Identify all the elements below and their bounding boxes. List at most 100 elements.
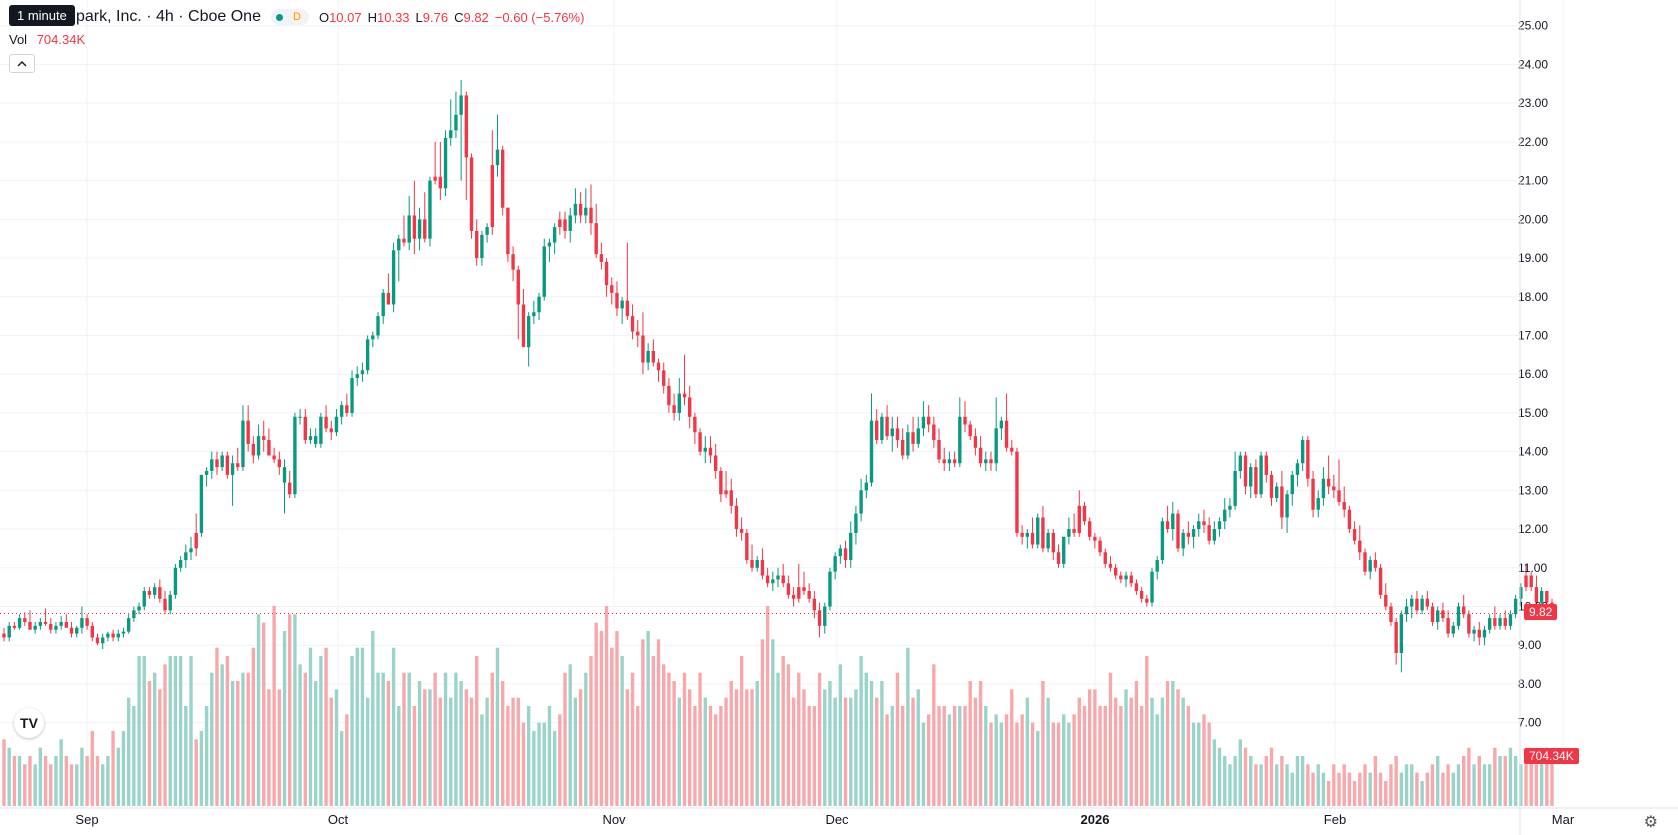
volume-bar xyxy=(126,697,131,806)
volume-bar xyxy=(1176,689,1180,806)
candle-body xyxy=(1113,567,1118,576)
candle-body xyxy=(1290,474,1294,495)
candle-body xyxy=(869,420,874,483)
volume-bar xyxy=(210,672,214,806)
candle-body xyxy=(1441,610,1445,619)
time-tick-label: 2026 xyxy=(1081,812,1110,827)
candle-body xyxy=(688,397,692,417)
candle-body xyxy=(1108,563,1113,568)
candle-body xyxy=(1545,591,1549,603)
volume-bar xyxy=(1165,681,1170,806)
candle-body xyxy=(932,424,936,441)
candle-body xyxy=(828,571,832,607)
candle-body xyxy=(303,416,307,441)
volume-bar xyxy=(1082,706,1087,806)
candle-body xyxy=(952,459,957,464)
volume-bar xyxy=(558,714,562,806)
candle-body xyxy=(319,416,323,444)
candle-body xyxy=(423,219,427,239)
candle-body xyxy=(475,230,479,259)
candle-body xyxy=(916,428,920,444)
candle-body xyxy=(490,165,494,228)
volume-bar xyxy=(662,664,666,806)
candle-body xyxy=(1051,532,1056,553)
volume-bar xyxy=(1062,714,1066,806)
candle-body xyxy=(734,505,739,530)
candle-body xyxy=(1519,587,1523,599)
volume-bar xyxy=(1134,681,1139,806)
candle-body xyxy=(1072,529,1076,533)
volume-bar xyxy=(1430,764,1435,806)
volume-bar xyxy=(1545,747,1549,806)
candle-body xyxy=(999,420,1004,429)
volume-bar xyxy=(106,756,110,806)
volume-bar xyxy=(220,664,224,806)
volume-bar xyxy=(230,681,235,806)
volume-bar xyxy=(1550,756,1554,806)
candle-body xyxy=(537,296,541,313)
candle-body xyxy=(1020,532,1024,537)
candle-body xyxy=(885,416,889,437)
candle-body xyxy=(1238,455,1243,471)
symbol-name[interactable]: park, Inc. · 4h · Cboe One xyxy=(76,8,261,25)
volume-bar xyxy=(1415,772,1419,806)
volume-bar xyxy=(1446,764,1450,806)
settings-gear-icon[interactable]: ⚙ xyxy=(1643,814,1658,831)
volume-bar xyxy=(1217,747,1222,806)
candle-body xyxy=(381,292,385,317)
candle-body xyxy=(989,459,993,464)
candle-body xyxy=(636,331,640,336)
volume-bar xyxy=(80,747,84,806)
candle-body xyxy=(1124,575,1128,580)
candle-body xyxy=(345,405,349,413)
candle-body xyxy=(459,95,463,115)
volume-bar xyxy=(475,656,479,806)
candle-body xyxy=(111,633,115,638)
candle-body xyxy=(817,610,822,626)
candle-body xyxy=(1316,498,1320,510)
volume-bar xyxy=(17,756,22,806)
candle-body xyxy=(1487,618,1492,630)
volume-bar xyxy=(345,714,349,806)
volume-bar xyxy=(1274,764,1279,806)
volume-bar xyxy=(376,672,380,806)
volume-bar xyxy=(765,606,770,806)
tradingview-logo-icon[interactable]: TV xyxy=(14,708,44,738)
volume-bar xyxy=(147,681,152,806)
candle-body xyxy=(812,598,817,611)
volume-bar xyxy=(1332,764,1336,806)
volume-bar xyxy=(1233,756,1237,806)
volume-bar xyxy=(745,689,749,806)
volume-bar xyxy=(43,756,48,806)
candle-body xyxy=(210,459,214,471)
market-status-tag[interactable]: D xyxy=(270,9,309,25)
price-tick-label: 25.00 xyxy=(1518,19,1548,33)
volume-bar xyxy=(1072,714,1076,806)
candle-body xyxy=(1493,618,1497,626)
chart-grid xyxy=(0,0,1564,760)
candle-body xyxy=(1150,571,1154,603)
candle-body xyxy=(875,420,879,441)
volume-bar xyxy=(236,681,240,806)
volume-bar xyxy=(937,706,941,806)
volume-bar xyxy=(1513,756,1518,806)
volume-bar xyxy=(506,706,510,806)
volume-bar xyxy=(412,706,417,806)
volume-bar xyxy=(719,706,723,806)
candle-body xyxy=(1342,501,1346,510)
volume-bar xyxy=(28,756,32,806)
volume-bar xyxy=(1197,722,1201,806)
candle-body xyxy=(1181,532,1185,549)
ohlc-key: H xyxy=(367,9,377,25)
candle-body xyxy=(906,432,910,456)
collapse-legend-button[interactable] xyxy=(9,54,35,73)
volume-bar xyxy=(329,697,333,806)
volume-bar xyxy=(163,664,167,806)
candle-body xyxy=(334,416,339,433)
volume-bar xyxy=(1051,722,1056,806)
candle-body xyxy=(360,370,365,375)
volume-bar xyxy=(449,697,453,806)
volume-bar xyxy=(1342,764,1346,806)
volume-bar xyxy=(402,672,406,806)
